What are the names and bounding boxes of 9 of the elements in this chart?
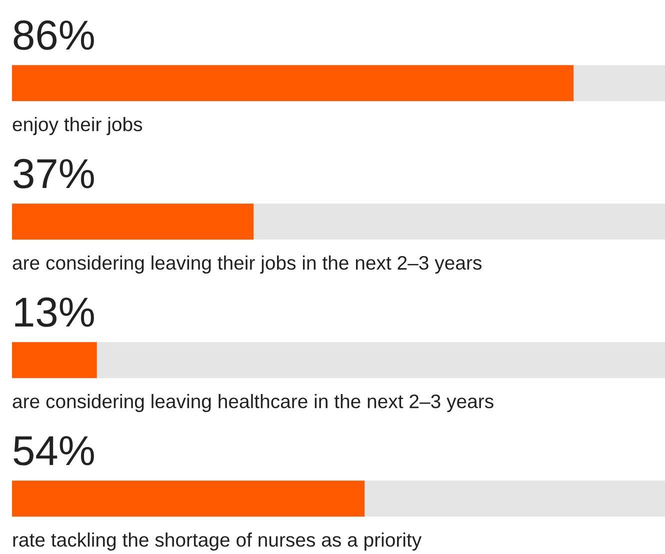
data-label: 86% [14,20,94,50]
bar [12,342,97,378]
data-label: 13% [15,297,94,327]
y-tick-label: enjoy their jobs [12,116,142,136]
data-label: 37% [14,158,94,188]
data-label: 54% [14,436,94,466]
y-tick-label: rate tackling the shortage of nurses as a priority [13,532,422,551]
y-tick-label: are considering leaving their jobs in the next 2–3 years [12,255,482,274]
y-tick-label: are considering leaving healthcare in the next 2–3 years [12,394,494,412]
